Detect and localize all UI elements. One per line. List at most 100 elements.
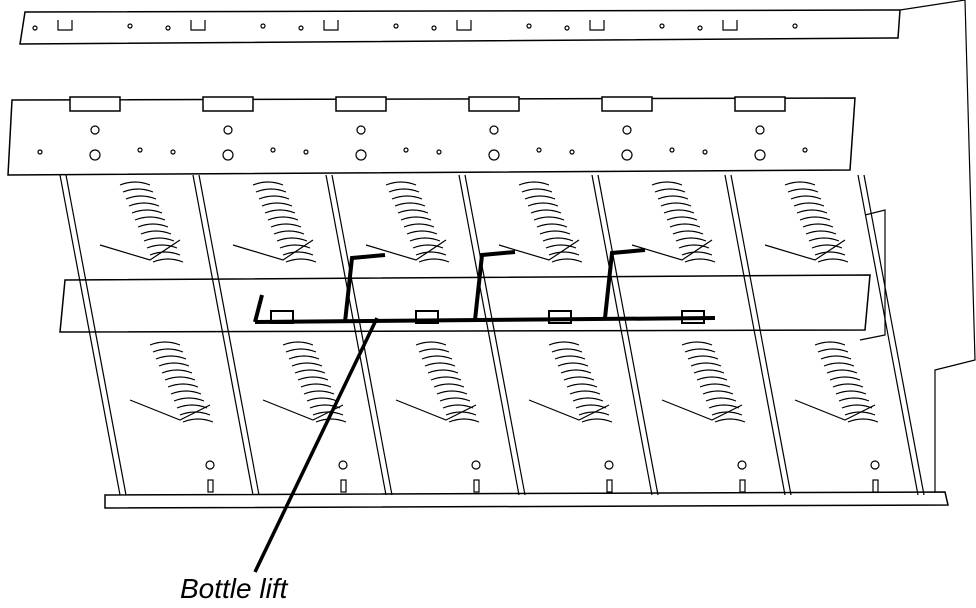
hole <box>669 147 675 153</box>
coil <box>847 418 879 423</box>
coil <box>518 181 550 186</box>
coil <box>787 188 819 193</box>
hole <box>870 460 880 470</box>
coil <box>300 383 332 388</box>
lift-bar <box>254 316 716 324</box>
divider <box>331 174 393 496</box>
coil <box>164 376 196 381</box>
coil <box>708 404 740 409</box>
coil <box>838 397 870 402</box>
coil <box>430 376 462 381</box>
coil <box>805 230 837 235</box>
coil <box>699 383 731 388</box>
chute <box>365 239 447 261</box>
coil <box>841 404 873 409</box>
coil <box>693 369 725 374</box>
lift-clip <box>415 310 439 324</box>
coil <box>548 251 580 256</box>
coil <box>131 209 163 214</box>
coil <box>303 390 335 395</box>
hole <box>165 25 171 31</box>
hole <box>621 149 633 161</box>
chute <box>764 239 846 261</box>
coil <box>140 230 172 235</box>
coil <box>660 202 692 207</box>
coil <box>784 181 816 186</box>
coil <box>170 390 202 395</box>
tab <box>601 96 653 112</box>
hole <box>32 25 38 31</box>
coil <box>294 369 326 374</box>
coil <box>252 181 284 186</box>
hole <box>223 125 233 135</box>
coil <box>122 188 154 193</box>
coil <box>575 404 607 409</box>
clip <box>722 20 738 31</box>
coil <box>817 348 849 353</box>
coil <box>572 397 604 402</box>
hole <box>222 149 234 161</box>
coil <box>678 244 710 249</box>
coil <box>527 202 559 207</box>
coil <box>820 355 852 360</box>
coil <box>436 390 468 395</box>
coil <box>684 348 716 353</box>
divider <box>724 174 786 496</box>
clip <box>456 20 472 31</box>
coil <box>288 355 320 360</box>
hole <box>622 125 632 135</box>
callout-label: Bottle lift <box>180 573 289 604</box>
plates <box>7 9 901 176</box>
coil <box>714 418 746 423</box>
coil <box>690 362 722 367</box>
coil <box>427 369 459 374</box>
coil <box>569 390 601 395</box>
coil <box>397 209 429 214</box>
cabinet-side <box>899 0 976 500</box>
hole <box>702 149 708 155</box>
divider <box>857 174 919 496</box>
coil <box>261 202 293 207</box>
coil <box>276 237 308 242</box>
coil <box>811 244 843 249</box>
chute <box>99 239 181 261</box>
coil <box>554 355 586 360</box>
hole <box>298 25 304 31</box>
coil <box>551 348 583 353</box>
coil <box>258 195 290 200</box>
hole <box>393 23 399 29</box>
coil <box>687 355 719 360</box>
coil <box>696 376 728 381</box>
hole <box>564 25 570 31</box>
divider <box>591 174 653 496</box>
slot <box>340 479 347 493</box>
coil <box>279 244 311 249</box>
hole <box>489 125 499 135</box>
coil <box>551 258 583 263</box>
lift-arm <box>603 248 646 319</box>
clip <box>57 20 73 31</box>
chute <box>395 399 477 421</box>
coil <box>548 341 580 346</box>
coil <box>832 383 864 388</box>
coil <box>412 244 444 249</box>
divider <box>198 174 260 496</box>
coil <box>433 383 465 388</box>
lift-clip <box>548 310 572 324</box>
coil <box>663 209 695 214</box>
coil <box>669 223 701 228</box>
slot <box>606 479 613 493</box>
chute <box>661 399 743 421</box>
hole <box>338 460 348 470</box>
hole <box>659 23 665 29</box>
divider <box>730 174 792 496</box>
top-plate <box>19 9 901 45</box>
coil <box>409 237 441 242</box>
hole <box>431 25 437 31</box>
coil <box>675 237 707 242</box>
divider <box>325 174 387 496</box>
front-plate <box>7 97 856 176</box>
divider <box>597 174 659 496</box>
hole <box>755 125 765 135</box>
coil <box>418 258 450 263</box>
